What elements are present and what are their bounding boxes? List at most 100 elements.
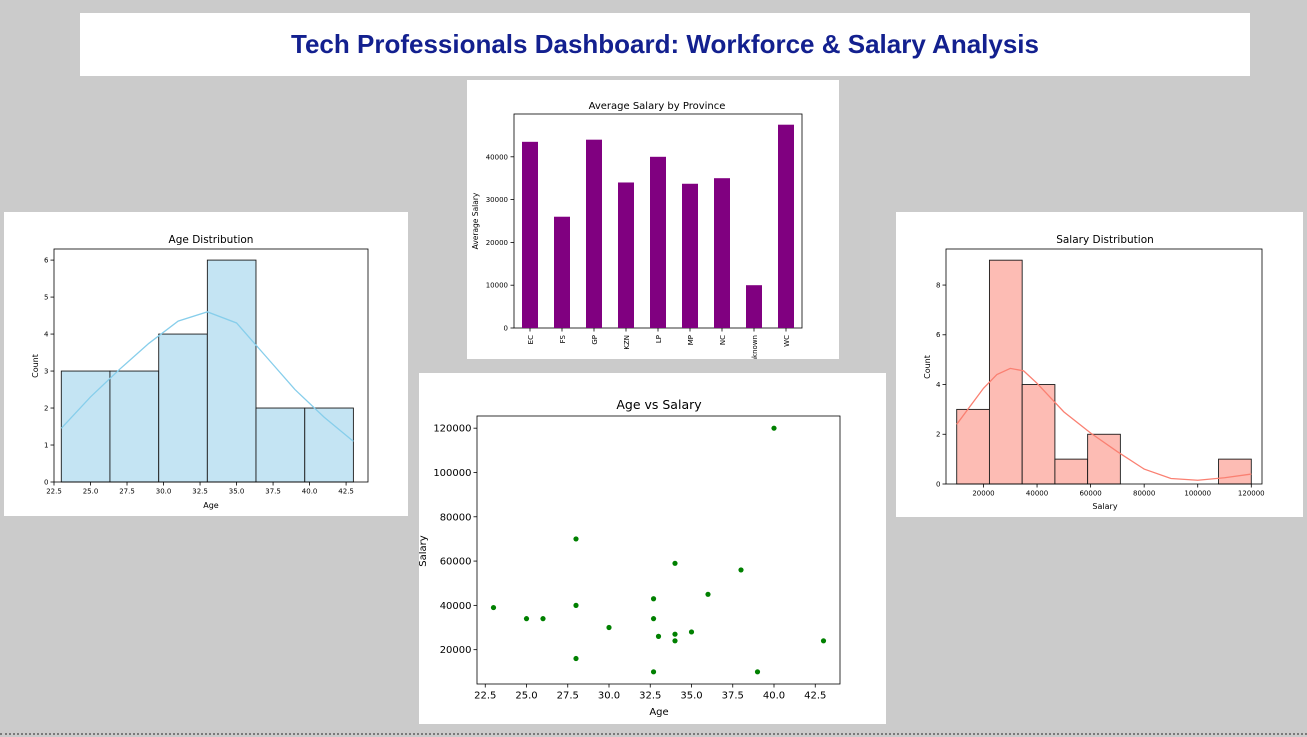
x-tick-label: 40.0	[302, 488, 318, 496]
y-tick-label: 80000	[440, 512, 472, 523]
x-tick-label: 20000	[972, 490, 994, 498]
bar	[618, 182, 634, 328]
x-tick-label: 27.5	[557, 691, 579, 702]
salary-by-province-chart: Average Salary by Province Average Salar…	[471, 101, 803, 359]
x-axis-label: Age	[203, 501, 219, 510]
y-tick-label: 4	[44, 331, 49, 339]
y-axis-label: Average Salary	[471, 192, 480, 249]
y-tick-label: 20000	[486, 239, 508, 247]
x-tick-label: 40.0	[763, 691, 785, 702]
x-tick-label: 32.5	[639, 691, 661, 702]
x-tick-label: 22.5	[474, 691, 496, 702]
plot-frame	[476, 415, 841, 685]
x-tick-label: 22.5	[46, 488, 62, 496]
dashboard-title: Tech Professionals Dashboard: Workforce …	[291, 29, 1039, 59]
y-axis-label: Salary	[419, 535, 429, 566]
histogram-bar	[109, 370, 160, 483]
chart-title: Salary Distribution	[1056, 234, 1154, 246]
salary-distribution-panel: Salary Distribution Count Salary 20000 40…	[896, 212, 1303, 517]
bar	[778, 124, 794, 328]
x-tick-label: 35.0	[680, 691, 702, 702]
x-tick-label: MP	[687, 335, 695, 345]
salary-distribution-chart: Salary Distribution Count Salary 20000 40…	[923, 234, 1265, 511]
y-tick-label: 10000	[486, 282, 508, 290]
y-axis-label: Count	[31, 354, 40, 378]
scatter-point	[573, 602, 579, 608]
bar	[714, 178, 730, 328]
x-tick-label: WC	[783, 335, 791, 347]
scatter-point	[540, 616, 546, 622]
bar	[586, 139, 602, 328]
x-tick-label: NC	[719, 335, 727, 345]
bar	[554, 216, 570, 328]
histogram-bar	[1021, 384, 1056, 485]
scatter-point	[650, 596, 657, 602]
scatter-point	[606, 624, 612, 631]
y-tick-label: 0	[504, 325, 508, 333]
histogram-bar	[1218, 458, 1252, 485]
x-tick-label: KZN	[623, 335, 631, 350]
y-tick-label: 4	[936, 381, 941, 389]
y-tick-label: 0	[936, 480, 940, 488]
scatter-point	[573, 536, 579, 542]
x-tick-label: 40000	[1026, 490, 1048, 498]
y-tick-label: 20000	[440, 645, 472, 656]
dashboard-header: Tech Professionals Dashboard: Workforce …	[80, 13, 1250, 76]
x-tick-label: 120000	[1238, 490, 1265, 498]
scatter-point	[672, 638, 678, 644]
x-axis-label: Salary	[1092, 502, 1117, 511]
scatter-point	[523, 616, 530, 622]
scatter-point	[771, 425, 777, 431]
salary-by-province-panel: Average Salary by Province Average Salar…	[467, 80, 839, 359]
bottom-divider	[0, 733, 1307, 735]
y-tick-label: 2	[44, 404, 48, 412]
x-tick-label: 25.0	[83, 488, 99, 496]
y-tick-label: 60000	[440, 557, 472, 568]
y-tick-label: 3	[44, 367, 48, 375]
y-tick-label: 100000	[433, 468, 471, 479]
x-tick-label: 37.5	[722, 691, 744, 702]
scatter-point	[573, 655, 579, 662]
x-tick-label: 80000	[1133, 490, 1155, 498]
scatter-point	[820, 638, 827, 644]
scatter-point	[655, 633, 662, 639]
x-tick-label: 37.5	[265, 488, 281, 496]
histogram-bar	[956, 408, 990, 485]
plot-frame	[53, 248, 369, 483]
x-tick-label: EC	[527, 335, 535, 344]
y-tick-label: 6	[936, 331, 941, 339]
scatter-point	[672, 560, 678, 566]
histogram-bar	[255, 407, 306, 483]
y-tick-label: 6	[44, 257, 49, 265]
x-tick-label: 100000	[1184, 490, 1211, 498]
scatter-point	[688, 629, 695, 635]
histogram-bar	[304, 407, 354, 483]
y-axis-label: Count	[923, 355, 932, 379]
y-tick-label: 120000	[433, 424, 471, 435]
plot-frame	[945, 248, 1263, 485]
x-tick-label: 30.0	[598, 691, 620, 702]
chart-title: Average Salary by Province	[589, 101, 726, 112]
x-tick-label: Unknown	[751, 335, 759, 359]
scatter-point	[490, 604, 497, 611]
x-tick-label: LP	[655, 335, 663, 343]
histogram-bar	[206, 259, 257, 483]
y-tick-label: 30000	[486, 196, 508, 204]
kde-line	[60, 311, 354, 442]
bar	[746, 285, 762, 328]
x-tick-label: 30.0	[156, 488, 172, 496]
chart-title: Age Distribution	[169, 234, 254, 246]
x-tick-label: FS	[559, 334, 567, 343]
bar	[682, 183, 698, 328]
x-tick-label: 25.0	[515, 691, 537, 702]
scatter-point	[650, 669, 657, 675]
age-vs-salary-chart: Age vs Salary Salary Age 22.5 25.0 27.5 30.…	[419, 397, 841, 718]
scatter-point	[738, 567, 744, 573]
x-tick-label: 42.5	[804, 691, 826, 702]
bar	[650, 156, 666, 328]
x-tick-label: GP	[591, 335, 599, 345]
age-distribution-panel: Age Distribution Count Age 22.5 25.0 27.5 3…	[4, 212, 408, 516]
y-tick-label: 40000	[440, 601, 472, 612]
age-vs-salary-panel: Age vs Salary Salary Age 22.5 25.0 27.5 30.…	[419, 373, 886, 724]
bar	[522, 141, 538, 328]
